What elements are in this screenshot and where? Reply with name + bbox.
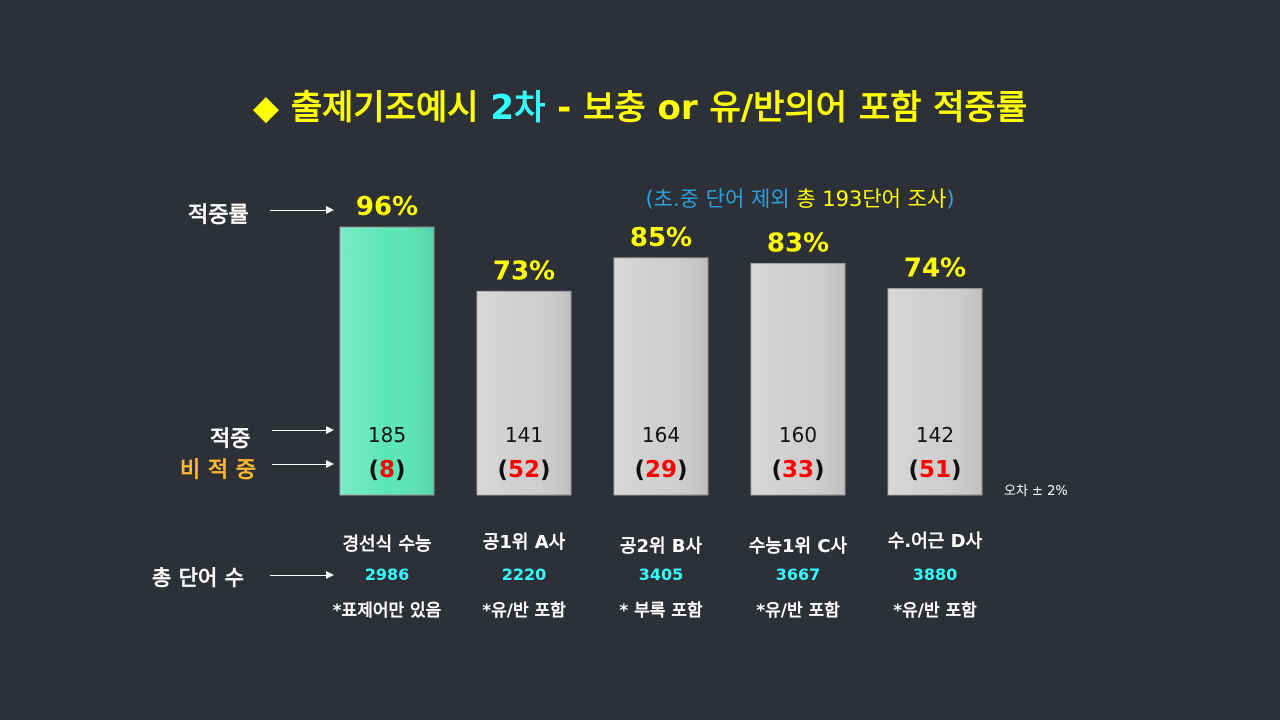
bar-value-label: 96% bbox=[356, 192, 418, 222]
hit-arrow bbox=[272, 426, 334, 434]
miss-count: (51) bbox=[908, 457, 961, 483]
hit-count: 160 bbox=[779, 423, 817, 447]
category-label: 수능1위 C사 bbox=[748, 536, 848, 557]
category-label: 경선식 수능 bbox=[342, 534, 432, 555]
bar-value-label: 73% bbox=[493, 256, 555, 286]
miss-count: (8) bbox=[368, 457, 405, 483]
category-label: 공2위 B사 bbox=[619, 536, 703, 557]
category-note: * 부록 포함 bbox=[619, 601, 703, 621]
bar-shade bbox=[614, 257, 708, 495]
total-word-count: 3880 bbox=[912, 565, 958, 584]
total-word-count: 2220 bbox=[501, 565, 547, 584]
subtitle-yellow-text: 총 193단어 조사 bbox=[789, 187, 947, 211]
category-label: 공1위 A사 bbox=[482, 532, 566, 553]
hit-count: 141 bbox=[505, 423, 543, 447]
category-label: 수.어근 D사 bbox=[887, 531, 983, 552]
total-label: 총 단어 수 bbox=[152, 566, 244, 590]
subtitle-close-paren: ) bbox=[946, 187, 955, 211]
subtitle-blue-text: 초.중 단어 제외 bbox=[653, 187, 790, 211]
page-title: ◆ 출제기조예시 2차 - 보충 or 유/반의어 포함 적중률 bbox=[0, 80, 1280, 129]
bar-shade bbox=[340, 227, 434, 495]
total-word-count: 3405 bbox=[638, 565, 684, 584]
hit-count: 164 bbox=[642, 423, 680, 447]
bar-value-label: 83% bbox=[767, 228, 829, 258]
title-prefix: ◆ 출제기조예시 bbox=[252, 88, 491, 128]
total-word-count: 2986 bbox=[364, 565, 410, 584]
category-note: *유/반 포함 bbox=[893, 601, 977, 621]
bar-shade bbox=[751, 263, 845, 495]
subtitle: (초.중 단어 제외 총 193단어 조사) bbox=[560, 183, 1040, 213]
miss-arrow bbox=[272, 460, 334, 468]
category-note: *유/반 포함 bbox=[756, 601, 840, 621]
bar-shade bbox=[888, 288, 982, 495]
error-note: 오차 ± 2% bbox=[1004, 484, 1068, 499]
bar-value-label: 74% bbox=[904, 254, 966, 284]
rate-arrow bbox=[270, 206, 334, 214]
title-highlight: 2차 bbox=[490, 88, 546, 128]
title-suffix: - 보충 or 유/반의어 포함 적중률 bbox=[545, 88, 1028, 128]
miss-count: (52) bbox=[497, 457, 550, 483]
category-note: *유/반 포함 bbox=[482, 601, 566, 621]
total-arrow bbox=[270, 571, 334, 579]
subtitle-open-paren: ( bbox=[645, 187, 654, 211]
hit-label: 적중 bbox=[210, 427, 251, 452]
hit-count: 185 bbox=[368, 423, 406, 447]
total-word-count: 3667 bbox=[775, 565, 821, 584]
bar-shade bbox=[477, 291, 571, 495]
hit-count: 142 bbox=[916, 423, 954, 447]
category-note: *표제어만 있음 bbox=[332, 601, 442, 621]
miss-label: 비 적 중 bbox=[180, 458, 257, 483]
miss-count: (33) bbox=[771, 457, 824, 483]
rate-label: 적중률 bbox=[188, 203, 249, 228]
bar-value-label: 85% bbox=[630, 223, 692, 253]
miss-count: (29) bbox=[634, 457, 687, 483]
